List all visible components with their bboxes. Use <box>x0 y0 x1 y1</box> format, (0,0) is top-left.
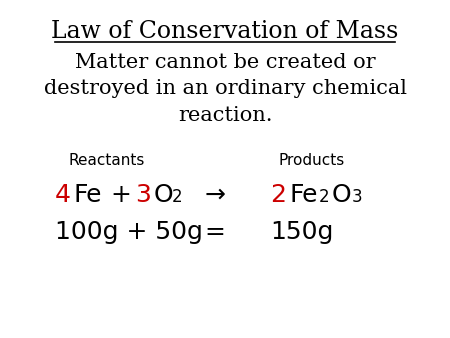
Text: Matter cannot be created or
destroyed in an ordinary chemical
reaction.: Matter cannot be created or destroyed in… <box>44 53 406 125</box>
Text: +: + <box>110 183 131 207</box>
Text: 2: 2 <box>319 188 329 206</box>
Text: =: = <box>205 220 225 244</box>
Text: 4: 4 <box>55 183 71 207</box>
Text: Fe: Fe <box>74 183 103 207</box>
Text: O: O <box>332 183 351 207</box>
Text: 3: 3 <box>352 188 363 206</box>
Text: →: → <box>204 183 225 207</box>
Text: Law of Conservation of Mass: Law of Conservation of Mass <box>51 20 399 43</box>
Text: O: O <box>154 183 174 207</box>
Text: 150g: 150g <box>270 220 333 244</box>
Text: Products: Products <box>278 153 344 168</box>
Text: 2: 2 <box>172 188 183 206</box>
Text: 100g + 50g: 100g + 50g <box>55 220 203 244</box>
Text: Reactants: Reactants <box>68 153 144 168</box>
Text: 3: 3 <box>135 183 151 207</box>
Text: 2: 2 <box>270 183 286 207</box>
Text: Fe: Fe <box>289 183 318 207</box>
